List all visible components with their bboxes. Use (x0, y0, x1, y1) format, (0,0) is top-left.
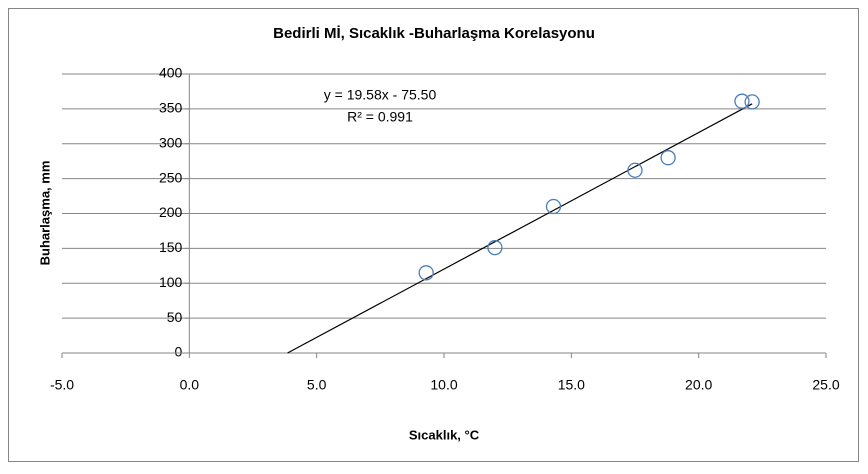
point (744, 94, 760, 110)
y-axis-title: Buharlaşma, mm (37, 161, 52, 266)
x-tick-label: 15.0 (558, 377, 585, 393)
y-tick-label: 50 (167, 309, 183, 325)
point (660, 150, 676, 166)
y-tick-label: 250 (159, 169, 183, 185)
trendline (287, 103, 753, 354)
x-tick-label: 10.0 (430, 377, 457, 393)
y-tick-label: 200 (159, 204, 183, 220)
point (418, 265, 434, 281)
y-tick-label: 150 (159, 239, 183, 255)
x-tick-label: 20.0 (685, 377, 712, 393)
y-tick-label: 300 (159, 134, 183, 150)
x-tick-label: 25.0 (812, 377, 839, 393)
trendline-equation: y = 19.58x - 75.50 (324, 87, 437, 103)
chart-title: Bedirli Mİ, Sıcaklık -Buharlaşma Korelas… (273, 25, 595, 42)
y-tick-label: 350 (159, 100, 183, 116)
y-tick-label: 0 (175, 344, 183, 360)
trendline-r2: R² = 0.991 (347, 109, 413, 125)
x-axis-title: Sıcaklık, °C (409, 427, 480, 442)
point (545, 198, 562, 215)
x-tick-label: 0.0 (180, 377, 200, 393)
y-tick-label: 400 (159, 65, 183, 81)
point (734, 93, 750, 109)
point (487, 240, 503, 256)
x-tick-label: 5.0 (307, 377, 327, 393)
x-tick-label: -5.0 (50, 377, 74, 393)
chart-border (8, 8, 859, 462)
y-tick-label: 100 (159, 274, 183, 290)
point (627, 162, 643, 178)
